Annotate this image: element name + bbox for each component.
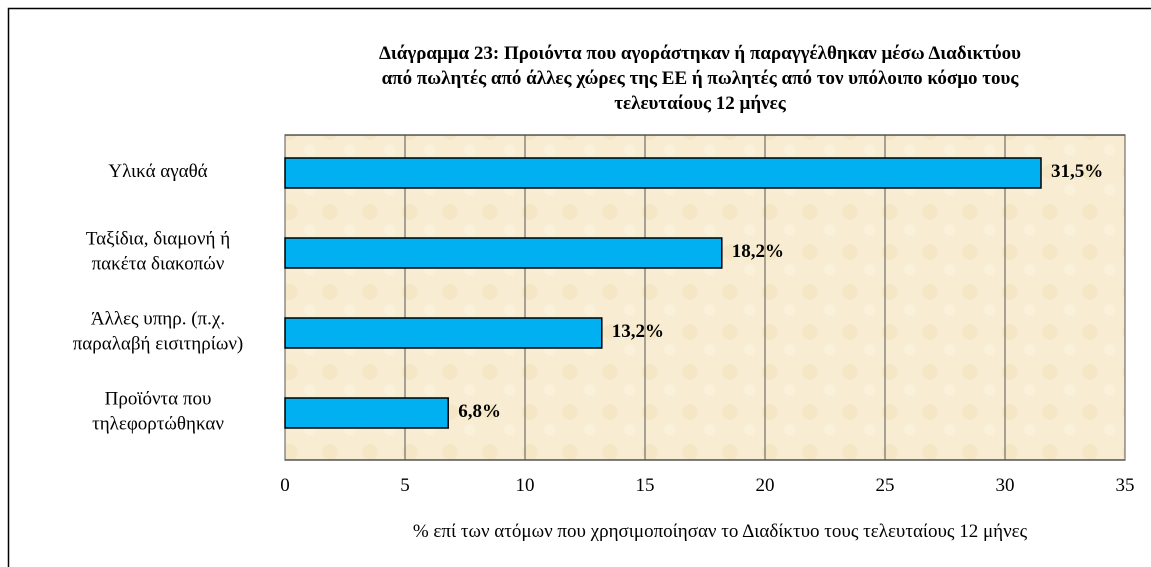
bar bbox=[284, 397, 449, 429]
y-tick-label: Ταξίδια, διαμονή ή πακέτα διακοπών bbox=[86, 229, 230, 275]
bar bbox=[284, 157, 1042, 189]
bar bbox=[284, 317, 603, 349]
value-label: 18,2% bbox=[732, 241, 784, 262]
x-tick-label: 25 bbox=[876, 475, 895, 496]
x-tick-label: 10 bbox=[516, 475, 535, 496]
x-tick-label: 30 bbox=[996, 475, 1015, 496]
y-tick-label: Άλλες υπηρ. (π.χ. παραλαβή εισιτηρίων) bbox=[73, 309, 244, 355]
x-tick-label: 20 bbox=[756, 475, 775, 496]
y-tick-label: Προϊόντα που τηλεφορτώθηκαν bbox=[92, 389, 224, 435]
x-tick-label: 35 bbox=[1116, 475, 1135, 496]
value-label: 31,5% bbox=[1051, 161, 1103, 182]
value-label: 6,8% bbox=[458, 401, 501, 422]
chart-title: Διάγραμμα 23: Προιόντα που αγοράστηκαν ή… bbox=[379, 43, 1021, 114]
x-axis-label: % επί των ατόμων που χρησιμοποίησαν το Δ… bbox=[413, 521, 1028, 542]
bar bbox=[284, 237, 723, 269]
y-tick-label: Υλικά αγαθά bbox=[108, 161, 207, 182]
x-tick-label: 0 bbox=[280, 475, 290, 496]
x-tick-label: 5 bbox=[400, 475, 410, 496]
x-tick-label: 15 bbox=[636, 475, 655, 496]
value-label: 13,2% bbox=[612, 321, 664, 342]
